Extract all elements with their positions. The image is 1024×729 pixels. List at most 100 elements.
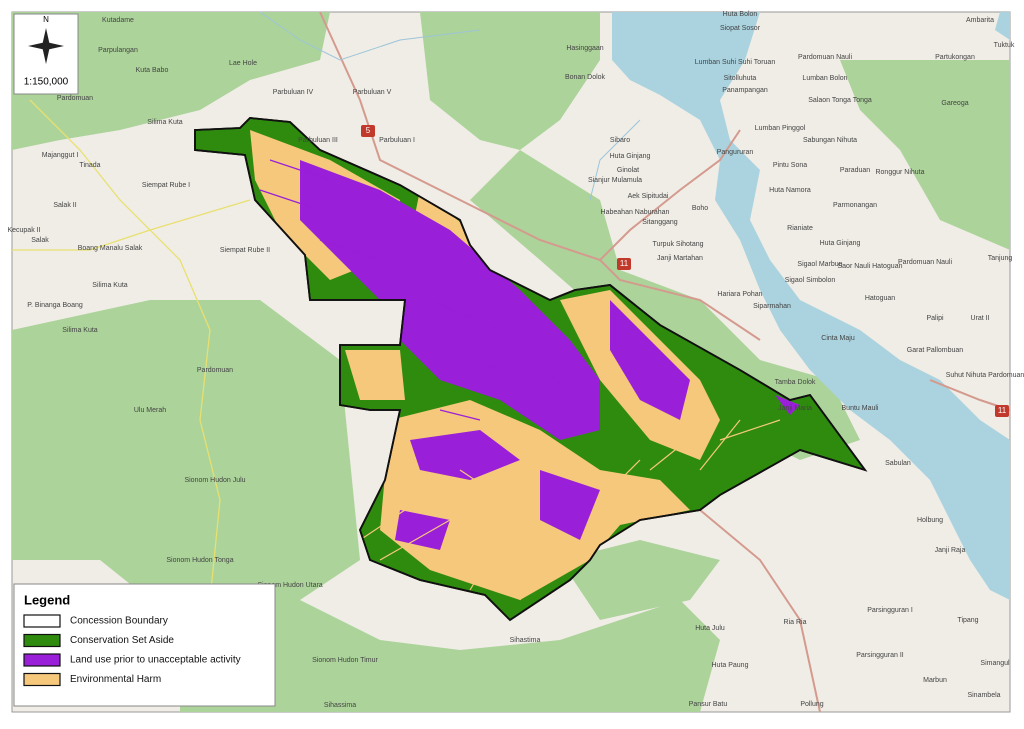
scale-label: 1:150,000 bbox=[24, 77, 69, 88]
place-label: Panampangan bbox=[722, 87, 768, 94]
place-label: Saor Nauli Hatoguan bbox=[838, 263, 903, 270]
place-label: P. Binanga Boang bbox=[27, 302, 83, 309]
place-label: Janji Raja bbox=[935, 547, 966, 554]
place-label: Pollung bbox=[800, 701, 823, 708]
place-label: Sihastima bbox=[510, 637, 541, 644]
place-label: Tuktuk bbox=[994, 42, 1015, 49]
lake bbox=[612, 12, 1010, 600]
place-label: Silima Kuta bbox=[92, 282, 128, 289]
place-label: Hatoguan bbox=[865, 295, 895, 302]
place-label: Huta Namora bbox=[769, 187, 811, 194]
place-label: Sionom Hudon Tonga bbox=[166, 557, 233, 564]
legend-swatch bbox=[23, 633, 61, 648]
place-label: Parbuluan IV bbox=[273, 89, 314, 96]
place-label: Siparmahan bbox=[753, 303, 791, 310]
place-label: Parpulangan bbox=[98, 47, 138, 54]
legend-title: Legend bbox=[24, 592, 70, 607]
place-label: Boang Manalu Salak bbox=[78, 245, 143, 252]
place-label: Siopat Sosor bbox=[720, 25, 761, 32]
road-shield bbox=[361, 125, 375, 137]
place-label: Sianjur Mulamula bbox=[588, 177, 642, 184]
place-labels: Kutadame Parpulangan Kuta Babo Lae Hole Parb… bbox=[7, 11, 1024, 709]
place-label: Ria Ria bbox=[784, 619, 807, 626]
land-use-streaks bbox=[259, 159, 571, 421]
place-label: Lumban Bolon bbox=[802, 75, 847, 82]
place-label: Huta Bolon bbox=[723, 11, 758, 18]
place-label: Lumban Suhi Suhi Toruan bbox=[695, 59, 776, 66]
place-label: Pardomuan bbox=[57, 95, 93, 102]
place-label: Buntu Mauli bbox=[842, 405, 879, 412]
place-label: Hariara Pohan bbox=[717, 291, 762, 298]
place-label: Boho bbox=[692, 205, 708, 212]
place-label: Sigaol Marbun bbox=[797, 261, 842, 268]
place-label: Sihassima bbox=[324, 702, 356, 709]
legend-swatch bbox=[23, 614, 61, 628]
place-label: Pangururan bbox=[717, 149, 754, 156]
place-label: Tamba Dolok bbox=[775, 379, 816, 386]
place-label: Kecupak II bbox=[7, 227, 40, 234]
place-label: Huta Ginjang bbox=[820, 240, 861, 247]
place-label: Sinambela bbox=[967, 692, 1000, 699]
place-label: Pintu Sona bbox=[773, 162, 807, 169]
road-shield bbox=[995, 405, 1009, 417]
place-label: Lumban Pinggol bbox=[755, 125, 806, 132]
place-label: Marbun bbox=[923, 677, 947, 684]
concession-outline bbox=[194, 117, 868, 622]
place-label: Huta Paung bbox=[712, 662, 749, 669]
place-label: Janji Martahan bbox=[657, 255, 703, 262]
place-label: Huta Julu bbox=[695, 625, 725, 632]
place-label: Aek Sipitudai bbox=[628, 193, 669, 200]
place-label: Lae Hole bbox=[229, 60, 257, 67]
place-label: Simangul bbox=[980, 660, 1010, 667]
place-label: Parbuluan III bbox=[298, 137, 338, 144]
compass-ew bbox=[28, 42, 64, 50]
place-label: Majanggut I bbox=[42, 152, 79, 159]
place-label: Sibaro bbox=[610, 137, 630, 144]
place-label: Siempat Rube I bbox=[142, 182, 190, 189]
place-label: Sitolluhuta bbox=[724, 75, 757, 82]
place-label: Sionom Hudon Utara bbox=[257, 582, 322, 589]
place-label: Ulu Merah bbox=[134, 407, 166, 414]
place-label: Paraduan bbox=[840, 167, 870, 174]
place-label: Tinada bbox=[79, 162, 100, 169]
harm-streaks bbox=[359, 419, 781, 601]
place-label: Hasinggaan bbox=[566, 45, 603, 52]
legend-label: Conservation Set Aside bbox=[70, 635, 174, 646]
place-label: Huta Ginjang bbox=[610, 153, 651, 160]
place-label: Salaon Tonga Tonga bbox=[808, 97, 872, 104]
place-label: Tanjung bbox=[988, 255, 1013, 262]
place-label: Parbuluan V bbox=[353, 89, 392, 96]
north-label: N bbox=[43, 15, 49, 24]
place-label: Pansur Batu bbox=[689, 701, 728, 708]
north-arrow-box: N 1:150,000 bbox=[13, 13, 79, 95]
place-label: Palipi bbox=[926, 315, 944, 322]
place-label: Suhut Nihuta Pardomuan bbox=[946, 372, 1024, 379]
place-label: Gareoga bbox=[941, 100, 968, 107]
place-label: Tipang bbox=[957, 617, 978, 624]
legend-swatch bbox=[23, 653, 61, 667]
road-number: 5 bbox=[366, 126, 371, 135]
place-label: Ronggur Nihuta bbox=[875, 169, 924, 176]
legend-label: Land use prior to unacceptable activity bbox=[70, 655, 241, 666]
place-label: Siempat Rube II bbox=[220, 247, 270, 254]
place-label: Sigaol Simbolon bbox=[785, 277, 836, 284]
place-label: Janji Maria bbox=[778, 405, 812, 412]
place-label: Salak II bbox=[53, 202, 76, 209]
place-label: Pardomuan bbox=[197, 367, 233, 374]
place-label: Rianiate bbox=[787, 225, 813, 232]
place-label: Parmonangan bbox=[833, 202, 877, 209]
prior-land-use-areas bbox=[300, 160, 800, 550]
place-label: Silima Kuta bbox=[62, 327, 98, 334]
place-label: Ginolat bbox=[617, 167, 639, 174]
place-label: Sionom Hudon Timur bbox=[312, 657, 378, 664]
legend-swatch bbox=[23, 672, 61, 687]
place-label: Habeahan Naburahan bbox=[601, 209, 670, 216]
place-label: Sionom Hudon Julu bbox=[184, 477, 245, 484]
place-label: Pardomuan Nauli bbox=[798, 54, 853, 61]
rivers bbox=[259, 11, 641, 201]
place-label: Salak bbox=[31, 237, 49, 244]
place-label: Sabulan bbox=[885, 460, 911, 467]
legend-label: Concession Boundary bbox=[70, 616, 168, 627]
